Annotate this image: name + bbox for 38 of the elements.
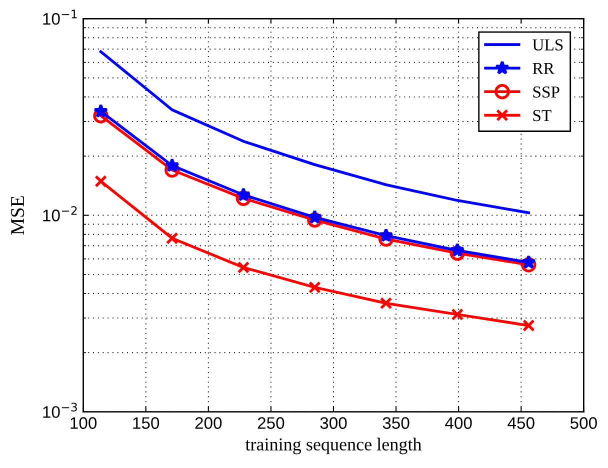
- point: [307, 212, 322, 228]
- point: [236, 190, 252, 206]
- point: [94, 174, 108, 188]
- point: [308, 281, 321, 294]
- x-tick-label: 450: [508, 417, 534, 429]
- legend-label: RR: [532, 63, 554, 74]
- x-tick-label: 400: [445, 417, 472, 429]
- x-tick-label: 500: [570, 417, 597, 429]
- x-tick-label: 150: [133, 417, 160, 429]
- y-tick-label: 10$^{−1}$: [43, 10, 77, 25]
- point: [307, 210, 322, 224]
- x-tick-label: 350: [382, 417, 410, 429]
- legend-label: ULS: [532, 39, 563, 51]
- point: [450, 245, 465, 261]
- x-tick-label: 250: [258, 417, 284, 429]
- y-axis-title: MSE: [11, 196, 24, 235]
- point: [164, 158, 180, 172]
- point: [521, 254, 536, 269]
- point: [237, 261, 250, 274]
- x-axis-title: training sequence length: [245, 438, 422, 454]
- point: [380, 296, 392, 310]
- point: [522, 319, 535, 332]
- x-tick-label: 300: [320, 417, 347, 429]
- point: [451, 308, 464, 321]
- legend-label: SSP: [533, 86, 560, 98]
- point: [450, 242, 465, 257]
- y-tick-label: 10$^{−2}$: [43, 206, 77, 222]
- legend-label: ST: [533, 110, 552, 122]
- point: [236, 187, 251, 202]
- line-series: [99, 50, 530, 214]
- point: [378, 228, 394, 242]
- x-tick-label: 100: [70, 417, 97, 429]
- x-tick-label: 200: [195, 417, 222, 429]
- point: [378, 231, 394, 247]
- point: [166, 232, 178, 245]
- y-tick-label: 10$^{−3}$: [43, 402, 77, 418]
- point: [520, 257, 536, 272]
- point: [93, 104, 108, 118]
